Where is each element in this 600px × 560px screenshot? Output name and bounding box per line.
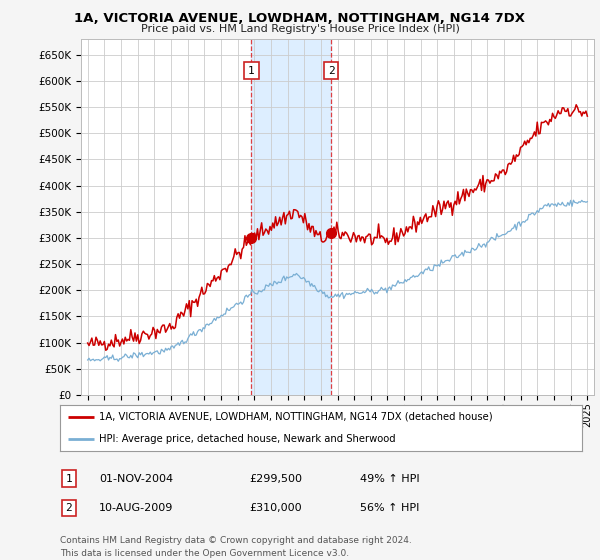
- Text: 2: 2: [328, 66, 335, 76]
- Text: 1A, VICTORIA AVENUE, LOWDHAM, NOTTINGHAM, NG14 7DX: 1A, VICTORIA AVENUE, LOWDHAM, NOTTINGHAM…: [74, 12, 526, 25]
- Text: 2: 2: [65, 503, 73, 513]
- Text: Contains HM Land Registry data © Crown copyright and database right 2024.: Contains HM Land Registry data © Crown c…: [60, 536, 412, 545]
- Text: HPI: Average price, detached house, Newark and Sherwood: HPI: Average price, detached house, Newa…: [99, 434, 396, 444]
- Text: 1A, VICTORIA AVENUE, LOWDHAM, NOTTINGHAM, NG14 7DX (detached house): 1A, VICTORIA AVENUE, LOWDHAM, NOTTINGHAM…: [99, 412, 493, 422]
- Text: This data is licensed under the Open Government Licence v3.0.: This data is licensed under the Open Gov…: [60, 549, 349, 558]
- Text: 49% ↑ HPI: 49% ↑ HPI: [360, 474, 419, 484]
- Text: 1: 1: [65, 474, 73, 484]
- Text: 10-AUG-2009: 10-AUG-2009: [99, 503, 173, 513]
- Text: £299,500: £299,500: [249, 474, 302, 484]
- Text: 1: 1: [248, 66, 255, 76]
- Text: Price paid vs. HM Land Registry's House Price Index (HPI): Price paid vs. HM Land Registry's House …: [140, 24, 460, 34]
- Text: 01-NOV-2004: 01-NOV-2004: [99, 474, 173, 484]
- Bar: [251, 39, 331, 395]
- Text: 56% ↑ HPI: 56% ↑ HPI: [360, 503, 419, 513]
- Text: £310,000: £310,000: [249, 503, 302, 513]
